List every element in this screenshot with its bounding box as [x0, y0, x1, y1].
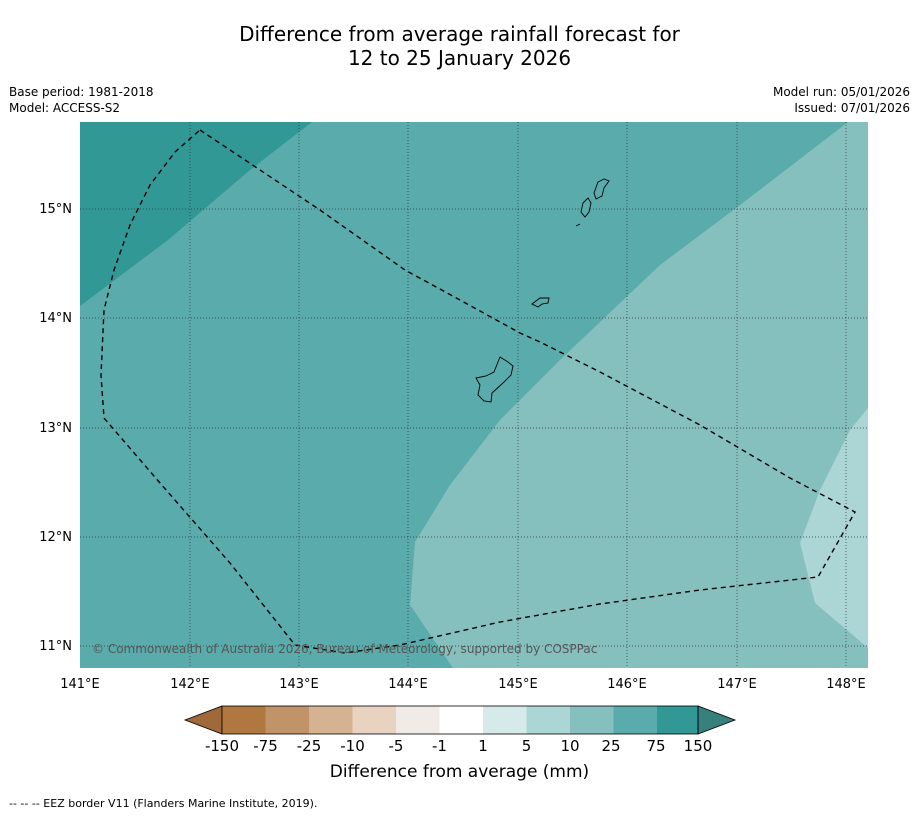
meta-right: Model run: 05/01/2026 Issued: 07/01/2026	[773, 84, 910, 116]
colorbar-cell-4	[352, 706, 396, 734]
colorbar-cells	[183, 705, 737, 735]
colorbar-cell-10	[613, 706, 657, 734]
lat-label-13n: 13°N	[39, 421, 72, 436]
colorbar-label: 150	[684, 737, 713, 755]
eez-border	[100, 129, 856, 654]
lat-label-12n: 12°N	[39, 530, 72, 545]
island-aguijan	[575, 223, 581, 227]
model-name: Model: ACCESS-S2	[9, 101, 121, 115]
meta-left: Base period: 1981-2018 Model: ACCESS-S2	[9, 84, 154, 116]
colorbar-label: -150	[205, 737, 239, 755]
colorbar-above-max	[697, 705, 737, 735]
colorbar-label: -75	[253, 737, 278, 755]
colorbar: -150 -75 -25 -10 -5 -1 1 5 10 25 75 150	[183, 705, 737, 755]
model-run: Model run: 05/01/2026	[772, 85, 910, 99]
colorbar-frame	[221, 705, 699, 735]
lon-label-142e: 142°E	[170, 677, 210, 692]
lon-label-144e: 144°E	[388, 677, 428, 692]
eez-legend-note: -- -- -- EEZ border V11 (Flanders Marine…	[9, 797, 318, 810]
colorbar-labels: -150 -75 -25 -10 -5 -1 1 5 10 25 75 150	[205, 737, 712, 755]
lon-label-148e: 148°E	[826, 677, 866, 692]
colorbar-label: 1	[478, 737, 488, 755]
colorbar-label: -1	[432, 737, 447, 755]
colorbar-cell-6	[439, 706, 483, 734]
colorbar-label: 5	[522, 737, 532, 755]
copyright-text: © Commonwealth of Australia 2026, Bureau…	[92, 642, 597, 656]
region-75-150	[80, 122, 312, 306]
lon-label-147e: 147°E	[717, 677, 757, 692]
rainfall-map: © Commonwealth of Australia 2026, Bureau…	[39, 122, 868, 692]
colorbar-label: -5	[389, 737, 404, 755]
title-line-2: 12 to 25 January 2026	[347, 46, 572, 70]
issued-date: Issued: 07/01/2026	[794, 101, 910, 115]
map-title: Difference from average rainfall forecas…	[0, 22, 919, 70]
base-period: Base period: 1981-2018	[9, 85, 154, 99]
lat-label-15n: 15°N	[39, 202, 72, 217]
lon-label-145e: 145°E	[498, 677, 538, 692]
graticule	[80, 122, 868, 668]
colorbar-label: -10	[340, 737, 365, 755]
lat-label-11n: 11°N	[39, 639, 72, 654]
island-tinian	[580, 197, 592, 218]
lat-labels: 15°N 14°N 13°N 12°N 11°N	[39, 202, 72, 654]
colorbar-cell-2	[265, 706, 309, 734]
colorbar-cell-9	[570, 706, 614, 734]
lon-label-143e: 143°E	[279, 677, 319, 692]
island-rota	[531, 297, 550, 308]
colorbar-cell-7	[483, 706, 527, 734]
lon-labels: 141°E 142°E 143°E 144°E 145°E 146°E 147°…	[60, 677, 866, 692]
region-5-10	[800, 408, 868, 648]
colorbar-title: Difference from average (mm)	[329, 762, 590, 782]
colorbar-label: 10	[560, 737, 579, 755]
lon-label-146e: 146°E	[607, 677, 647, 692]
colorbar-cell-3	[309, 706, 353, 734]
colorbar-label: 75	[646, 737, 665, 755]
island-guam	[475, 356, 514, 403]
lon-label-141e: 141°E	[60, 677, 100, 692]
title-line-1: Difference from average rainfall forecas…	[239, 22, 680, 46]
lat-label-14n: 14°N	[39, 311, 72, 326]
colorbar-label: -25	[297, 737, 322, 755]
colorbar-cell-8	[526, 706, 570, 734]
colorbar-cell-5	[396, 706, 440, 734]
colorbar-label: 25	[601, 737, 620, 755]
colorbar-cell-1	[222, 706, 266, 734]
island-saipan	[593, 178, 610, 200]
region-10-25	[410, 122, 868, 668]
colorbar-below-min	[183, 705, 223, 735]
colorbar-cell-11	[657, 706, 698, 734]
